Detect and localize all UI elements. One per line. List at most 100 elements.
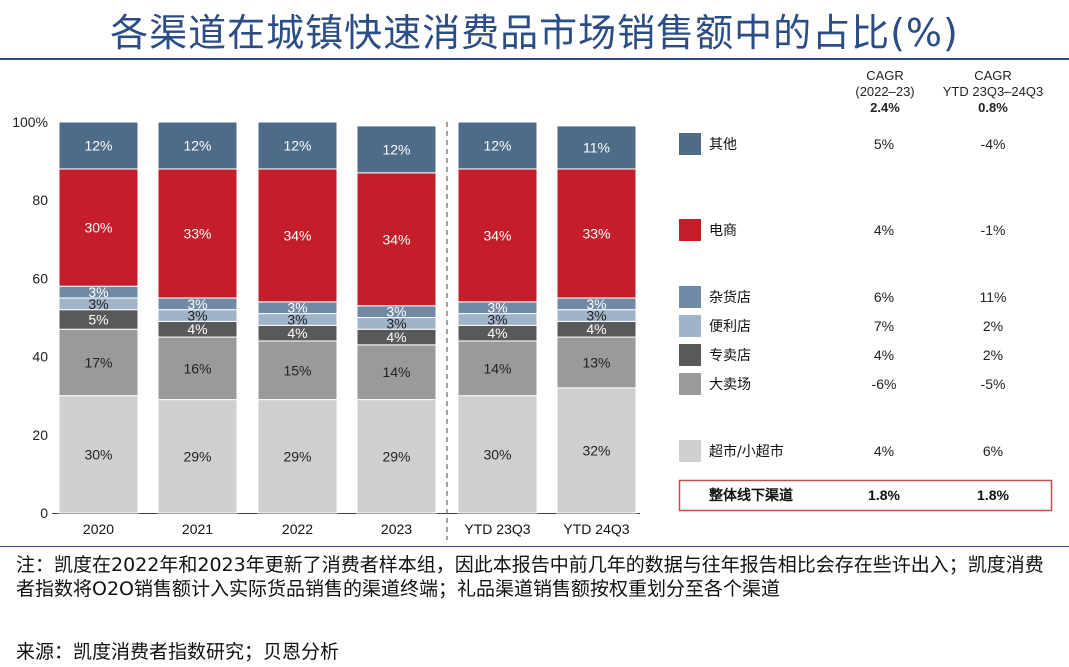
bar-data-label: 34% [382, 231, 410, 247]
footnote: 注：凯度在2022年和2023年更新了消费者样本组，因此本报告中前几年的数据与往… [16, 554, 1044, 600]
cagr-value-2: 2% [983, 347, 1003, 363]
cagr-value-2: -5% [981, 376, 1006, 392]
bar-data-label: 12% [382, 141, 410, 157]
source-note: 来源：凯度消费者指数研究；贝恩分析 [16, 641, 340, 663]
bar-data-label: 29% [183, 448, 211, 464]
bar-data-label: 13% [582, 354, 610, 370]
bar-data-label: 3% [88, 296, 108, 312]
x-tick-label: 2020 [83, 521, 114, 537]
bar-segment [356, 172, 437, 307]
bar-data-label: 4% [386, 329, 406, 345]
cagr-value-1: -6% [872, 376, 897, 392]
bar-segment [257, 168, 338, 303]
bar-data-label: 33% [183, 225, 211, 241]
bar-segment [457, 395, 538, 514]
legend-label: 超市/小超市 [709, 443, 784, 460]
cagr-header-2: CAGR YTD 23Q3–24Q3 0.8% [928, 68, 1058, 116]
bar-segment [157, 121, 238, 170]
cagr-value-1: 5% [874, 136, 894, 152]
bar-data-label: 17% [84, 354, 112, 370]
cagr-value-1: 4% [874, 443, 894, 459]
bar-segment [457, 121, 538, 170]
legend-swatch [679, 219, 701, 241]
legend-label: 其他 [709, 137, 737, 153]
legend-swatch [679, 440, 701, 462]
bar-data-label: 4% [287, 325, 307, 341]
bar-data-label: 29% [283, 448, 311, 464]
bar-data-label: 3% [187, 296, 207, 312]
total-row-value-2: 1.8% [977, 487, 1009, 503]
y-tick-label: 80 [32, 192, 48, 208]
bar-segment [257, 399, 338, 514]
bar-segment [157, 336, 238, 401]
cagr-value-1: 7% [874, 318, 894, 334]
cagr-total-1: 2.4% [870, 100, 900, 115]
y-tick-label: 40 [32, 349, 48, 365]
x-tick-label: 2023 [381, 521, 412, 537]
bar-data-label: 11% [583, 139, 610, 155]
y-tick-label: 20 [32, 427, 48, 443]
legend-label: 电商 [709, 223, 737, 239]
bar-segment [257, 340, 338, 401]
total-row-label: 整体线下渠道 [708, 487, 793, 504]
cagr-value-2: 2% [983, 318, 1003, 334]
bar-data-label: 3% [487, 300, 507, 316]
y-tick-label: 60 [32, 270, 48, 286]
bar-data-label: 3% [586, 308, 606, 324]
bar-segment [58, 328, 139, 397]
bar-data-label: 5% [88, 311, 108, 327]
cagr-header-2-text: CAGR YTD 23Q3–24Q3 [942, 68, 1044, 99]
bar-data-label: 12% [183, 137, 211, 153]
bar-data-label: 12% [84, 137, 112, 153]
bar-data-label: 4% [187, 321, 207, 337]
cagr-value-2: 6% [983, 443, 1003, 459]
bar-data-label: 3% [386, 304, 406, 320]
cagr-value-2: -1% [981, 222, 1006, 238]
legend-swatch [679, 133, 701, 155]
y-tick-label: 100% [12, 114, 48, 130]
bar-data-label: 34% [283, 227, 311, 243]
bar-data-label: 3% [287, 300, 307, 316]
x-tick-label: YTD 23Q3 [464, 521, 530, 537]
bar-data-label: 32% [582, 442, 610, 458]
bar-data-label: 15% [283, 362, 311, 378]
stacked-bar-chart: 020406080100%30%17%5%3%3%30%12%202029%16… [12, 114, 1053, 540]
bar-data-label: 3% [386, 315, 406, 331]
legend-swatch [679, 315, 701, 337]
legend-swatch [679, 344, 701, 366]
cagr-value-2: 11% [980, 289, 1007, 305]
y-tick-label: 0 [40, 505, 48, 521]
x-tick-label: 2022 [282, 521, 313, 537]
cagr-header-1: CAGR (2022–23) 2.4% [835, 68, 935, 116]
bar-data-label: 16% [183, 360, 211, 376]
bar-data-label: 34% [483, 227, 511, 243]
bar-data-label: 12% [483, 137, 511, 153]
bar-segment [356, 344, 437, 401]
legend-swatch [679, 373, 701, 395]
legend-label: 专卖店 [709, 348, 751, 364]
cagr-header-1-text: CAGR (2022–23) [855, 68, 915, 99]
chart-title: 各渠道在城镇快速消费品市场销售额中的占比(%) [110, 11, 959, 55]
bar-data-label: 3% [487, 311, 507, 327]
title-underline [0, 58, 1069, 60]
bar-segment [157, 168, 238, 299]
bar-segment [556, 387, 637, 514]
bar-data-label: 33% [582, 225, 610, 241]
bar-segment [257, 121, 338, 170]
bar-segment [356, 399, 437, 514]
cagr-value-2: -4% [981, 136, 1006, 152]
legend-swatch [679, 286, 701, 308]
cagr-value-1: 6% [874, 289, 894, 305]
bar-segment [58, 395, 139, 514]
bar-segment [556, 125, 637, 170]
bar-data-label: 3% [88, 284, 108, 300]
bar-data-label: 4% [586, 321, 606, 337]
bar-data-label: 30% [84, 446, 112, 462]
bar-segment [157, 399, 238, 514]
legend-label: 杂货店 [709, 289, 751, 306]
notes-divider [0, 546, 1069, 547]
x-tick-label: YTD 24Q3 [563, 521, 629, 537]
bar-segment [58, 168, 139, 287]
x-tick-label: 2021 [182, 521, 213, 537]
bar-data-label: 4% [487, 325, 507, 341]
